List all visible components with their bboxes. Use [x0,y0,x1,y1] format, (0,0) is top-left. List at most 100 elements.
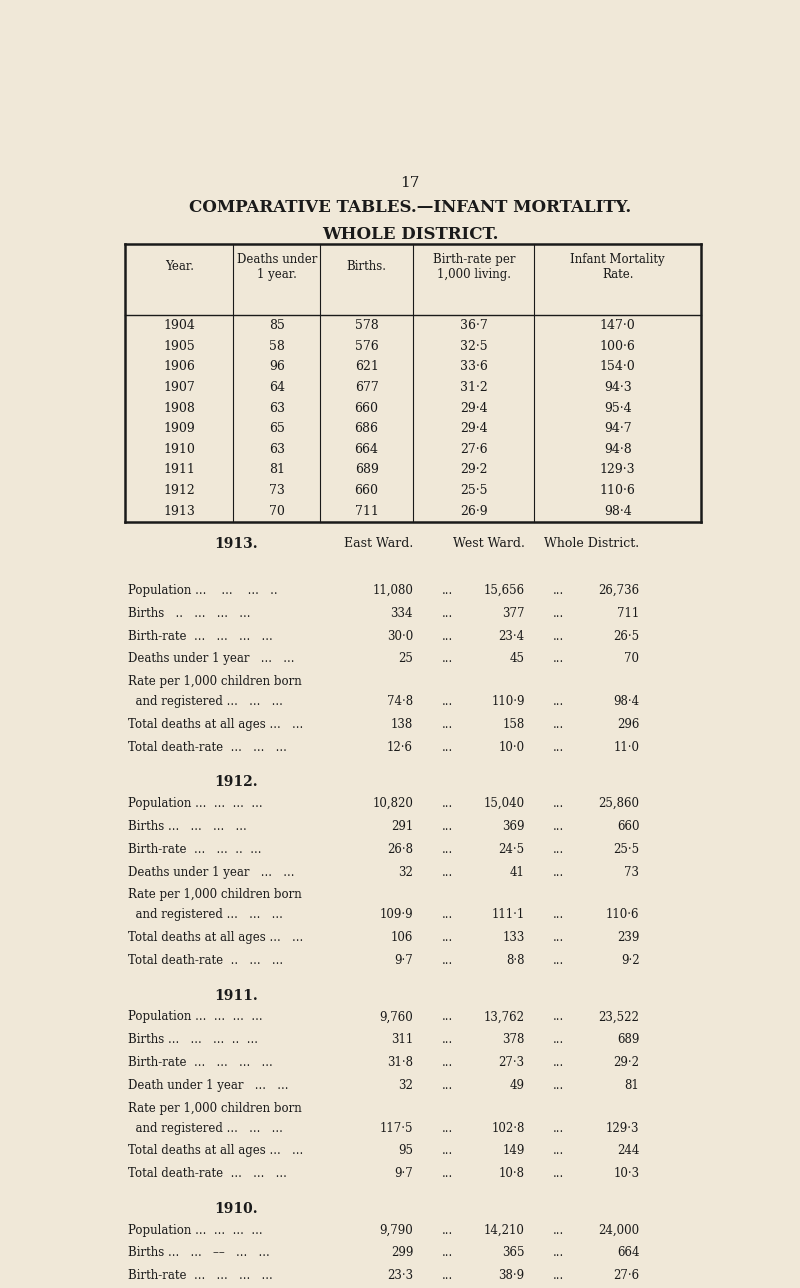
Text: 291: 291 [391,820,413,833]
Text: Population ...  ...  ...  ...: Population ... ... ... ... [128,797,262,810]
Text: ...: ... [442,1033,453,1046]
Text: Birth-rate  ...   ...  ..  ...: Birth-rate ... ... .. ... [128,842,262,855]
Text: Births ...   ...   ––   ...   ...: Births ... ... –– ... ... [128,1247,270,1260]
Text: ...: ... [442,741,453,753]
Text: East Ward.: East Ward. [344,537,413,550]
Text: 110·6: 110·6 [606,908,639,921]
Text: 23,522: 23,522 [598,1011,639,1024]
Text: ...: ... [442,820,453,833]
Text: ...: ... [553,1167,565,1180]
Text: 133: 133 [502,931,525,944]
Text: ...: ... [442,1167,453,1180]
Text: 17: 17 [400,176,420,191]
Text: ...: ... [442,866,453,878]
Text: 81: 81 [625,1079,639,1092]
Text: 73: 73 [269,484,285,497]
Text: ...: ... [442,1247,453,1260]
Text: ...: ... [553,717,565,730]
Text: 45: 45 [510,653,525,666]
Text: 138: 138 [391,717,413,730]
Text: 32·5: 32·5 [460,340,488,353]
Text: Population ...    ...    ...   ..: Population ... ... ... .. [128,583,278,598]
Text: 576: 576 [354,340,378,353]
Text: 1909: 1909 [163,422,195,435]
Text: 1910.: 1910. [214,1202,258,1216]
Text: Birth-rate  ...   ...   ...   ...: Birth-rate ... ... ... ... [128,1269,273,1283]
Text: 10,820: 10,820 [372,797,413,810]
Text: and registered ...   ...   ...: and registered ... ... ... [128,696,282,708]
Text: ...: ... [442,696,453,708]
Text: 296: 296 [617,717,639,730]
Text: 31·8: 31·8 [387,1056,413,1069]
Text: 12·6: 12·6 [387,741,413,753]
Text: 26·8: 26·8 [387,842,413,855]
Text: 27·3: 27·3 [498,1056,525,1069]
Text: 111·1: 111·1 [491,908,525,921]
Text: 95: 95 [398,1144,413,1158]
Text: 38·9: 38·9 [498,1269,525,1283]
Text: Deaths under 1 year   ...   ...: Deaths under 1 year ... ... [128,866,294,878]
Text: ...: ... [442,653,453,666]
Text: ...: ... [553,607,565,620]
Text: 81: 81 [269,464,285,477]
Text: 1911.: 1911. [214,989,258,1002]
Text: 8·8: 8·8 [506,954,525,967]
Text: 106: 106 [390,931,413,944]
Text: 26,736: 26,736 [598,583,639,598]
Text: 25: 25 [398,653,413,666]
Text: 664: 664 [617,1247,639,1260]
Text: 94·3: 94·3 [604,381,631,394]
Text: 29·2: 29·2 [460,464,488,477]
Text: Rate per 1,000 children born: Rate per 1,000 children born [128,675,302,688]
Text: 689: 689 [354,464,378,477]
Text: 311: 311 [391,1033,413,1046]
Text: ...: ... [553,630,565,643]
Text: Year.: Year. [165,260,194,273]
Text: Births   ..   ...   ...   ...: Births .. ... ... ... [128,607,250,620]
Text: 1906: 1906 [163,361,195,374]
Text: ...: ... [442,717,453,730]
Text: 49: 49 [510,1079,525,1092]
Text: 15,040: 15,040 [483,797,525,810]
Text: 25·5: 25·5 [614,842,639,855]
Text: 29·2: 29·2 [614,1056,639,1069]
Text: Births ...   ...   ...  ..  ...: Births ... ... ... .. ... [128,1033,258,1046]
Text: ...: ... [553,797,565,810]
Text: 9·7: 9·7 [394,1167,413,1180]
Text: ...: ... [553,653,565,666]
Text: 1907: 1907 [163,381,195,394]
Text: ...: ... [553,954,565,967]
Text: 689: 689 [617,1033,639,1046]
Text: 13,762: 13,762 [484,1011,525,1024]
Text: ...: ... [553,1079,565,1092]
Text: ...: ... [553,1144,565,1158]
Text: 70: 70 [624,653,639,666]
Text: ...: ... [553,1269,565,1283]
Text: 369: 369 [502,820,525,833]
Text: 11,080: 11,080 [372,583,413,598]
Text: ...: ... [442,1144,453,1158]
Text: ...: ... [553,866,565,878]
Text: ...: ... [442,1269,453,1283]
Text: 24·5: 24·5 [498,842,525,855]
Text: 1911: 1911 [163,464,195,477]
Text: 1910: 1910 [163,443,195,456]
Text: 9,790: 9,790 [379,1224,413,1236]
Text: 30·0: 30·0 [387,630,413,643]
Text: Deaths under 1 year   ...   ...: Deaths under 1 year ... ... [128,653,294,666]
Text: 110·9: 110·9 [491,696,525,708]
Text: Births ...   ...   ...   ...: Births ... ... ... ... [128,820,246,833]
Text: 660: 660 [354,484,378,497]
Text: 1905: 1905 [163,340,195,353]
Text: Deaths under
1 year.: Deaths under 1 year. [237,252,317,281]
Text: ...: ... [553,820,565,833]
Text: 31·2: 31·2 [460,381,488,394]
Text: 32: 32 [398,866,413,878]
Text: 11·0: 11·0 [614,741,639,753]
Text: 1904: 1904 [163,319,195,332]
Text: 29·4: 29·4 [460,422,488,435]
Text: 98·4: 98·4 [604,505,631,518]
Text: 32: 32 [398,1079,413,1092]
Text: 129·3: 129·3 [600,464,635,477]
Text: West Ward.: West Ward. [453,537,525,550]
